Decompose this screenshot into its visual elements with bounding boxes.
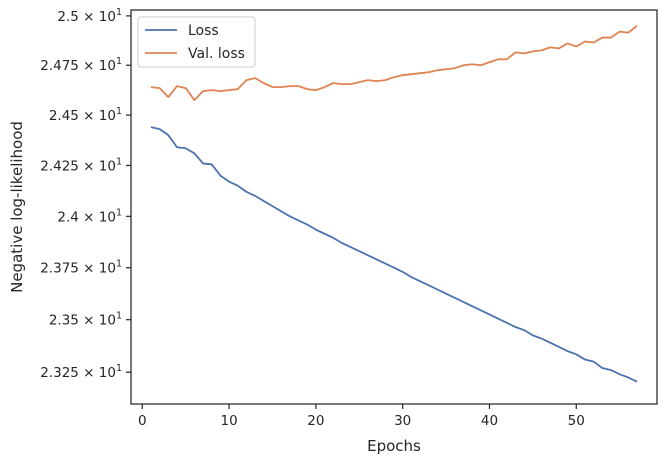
y-tick-label: 2.35 × 101 [49, 311, 122, 329]
y-tick-label: 2.45 × 101 [49, 106, 122, 124]
x-axis: 0 10 20 30 40 50 [138, 404, 585, 429]
y-tick-label: 2.425 × 101 [40, 156, 122, 174]
x-tick-label: 10 [220, 413, 237, 429]
legend-label-loss: Loss [188, 23, 219, 39]
y-tick-label: 2.325 × 101 [40, 363, 122, 381]
x-tick-label: 40 [481, 413, 498, 429]
y-tick-label: 2.5 × 101 [57, 7, 122, 25]
y-tick-label: 2.4 × 101 [57, 207, 122, 225]
legend: Loss Val. loss [137, 16, 256, 68]
x-tick-label: 0 [138, 413, 147, 429]
x-tick-label: 30 [394, 413, 411, 429]
legend-label-val-loss: Val. loss [188, 46, 245, 62]
x-tick-label: 50 [568, 413, 585, 429]
x-tick-label: 20 [307, 413, 324, 429]
y-tick-label: 2.375 × 101 [40, 259, 122, 277]
x-axis-label: Epochs [367, 437, 421, 455]
series-line-val-loss [150, 25, 638, 101]
series-line-loss [150, 126, 638, 383]
y-axis-label: Negative log-likelihood [8, 121, 26, 293]
y-axis: 2.325 × 101 2.35 × 101 2.375 × 101 2.4 × 10… [40, 7, 131, 381]
plot-area [150, 25, 638, 383]
y-tick-label: 2.475 × 101 [40, 56, 122, 74]
axes-frame [130, 9, 658, 405]
